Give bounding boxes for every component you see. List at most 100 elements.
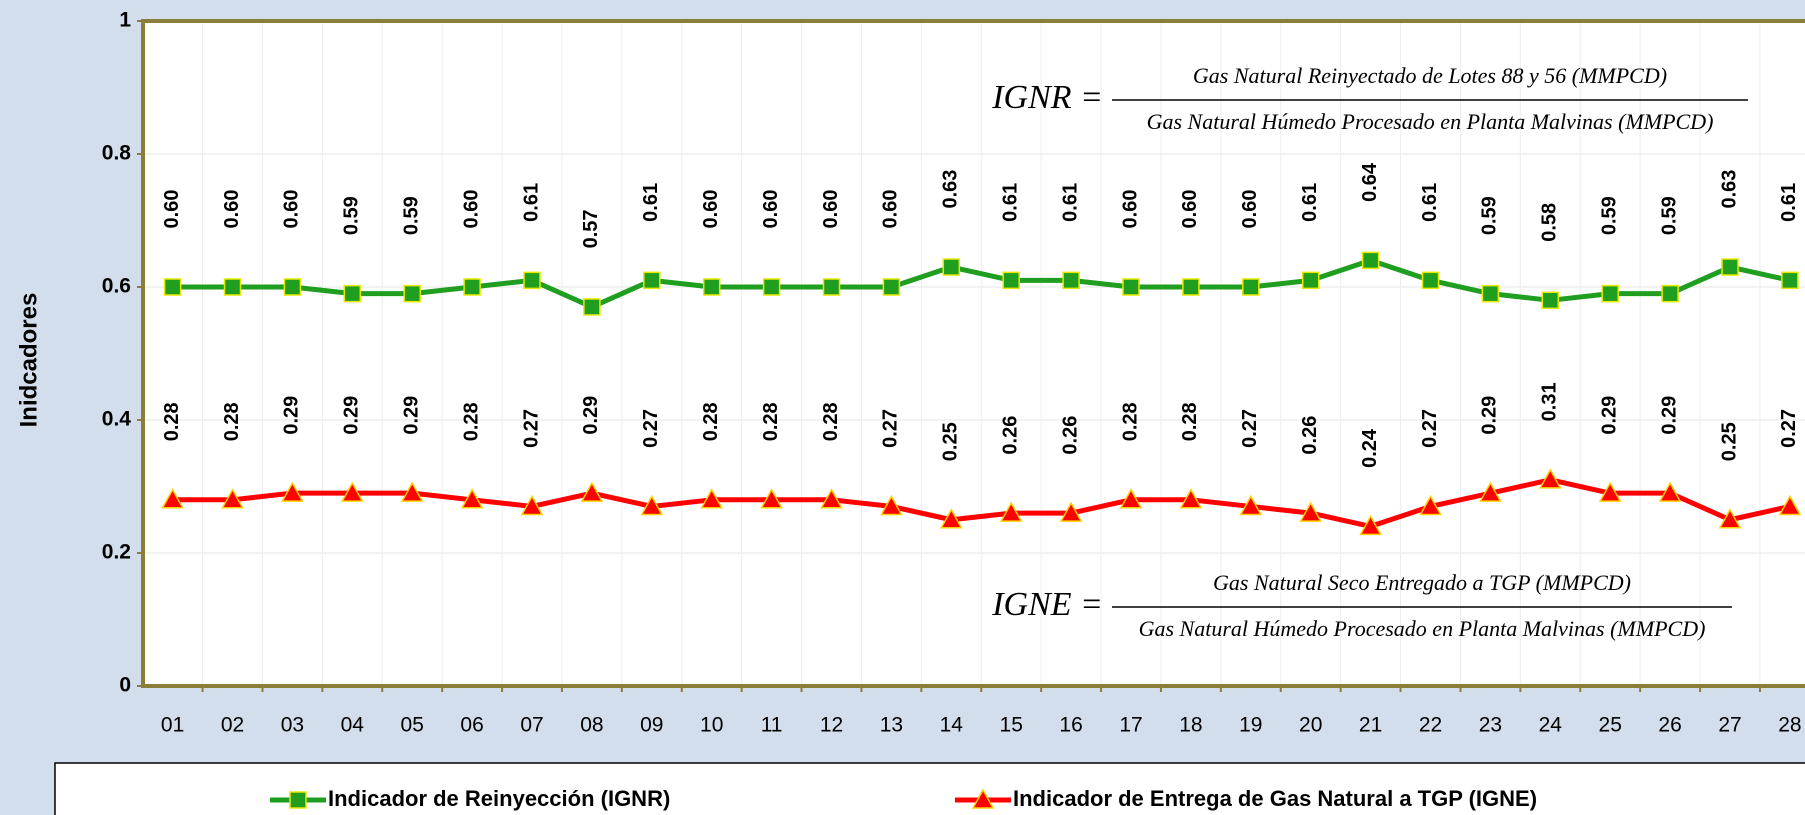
data-point bbox=[460, 488, 484, 509]
data-point bbox=[1002, 271, 1020, 290]
x-tick-label: 05 bbox=[401, 714, 424, 737]
value-label: 0.27 bbox=[640, 409, 662, 448]
series-line bbox=[172, 257, 1791, 310]
legend-label: Indicador de Reinyección (IGNR) bbox=[328, 786, 670, 811]
value-label: 0.25 bbox=[1718, 422, 1740, 461]
y-tick-label: 0.4 bbox=[102, 408, 132, 431]
value-label: 0.60 bbox=[281, 190, 303, 229]
data-point bbox=[1062, 271, 1080, 290]
value-label: 0.60 bbox=[221, 190, 243, 229]
value-label: 0.60 bbox=[820, 190, 842, 229]
data-point bbox=[1721, 258, 1739, 276]
data-point bbox=[283, 278, 302, 296]
data-point bbox=[1778, 494, 1802, 516]
plot-frame bbox=[141, 19, 1805, 688]
value-label: 0.26 bbox=[999, 416, 1021, 455]
value-label: 0.59 bbox=[1598, 196, 1620, 235]
data-point bbox=[1119, 488, 1143, 509]
value-label: 0.29 bbox=[580, 396, 602, 435]
x-tick-label: 14 bbox=[940, 714, 964, 737]
x-tick-label: 01 bbox=[161, 714, 184, 737]
data-point bbox=[760, 488, 783, 509]
value-label: 0.27 bbox=[1778, 409, 1800, 448]
value-label: 0.26 bbox=[1299, 416, 1321, 455]
value-label: 0.60 bbox=[1119, 190, 1141, 229]
value-label: 0.28 bbox=[700, 402, 722, 441]
data-point bbox=[523, 271, 541, 290]
data-point bbox=[1301, 271, 1320, 290]
value-label: 0.57 bbox=[580, 209, 602, 248]
data-point bbox=[400, 481, 424, 502]
data-point bbox=[583, 298, 601, 316]
x-tick-label: 18 bbox=[1179, 714, 1202, 737]
value-label: 0.60 bbox=[161, 190, 183, 229]
data-point bbox=[221, 488, 244, 509]
data-point bbox=[1601, 284, 1619, 303]
x-tick-label: 20 bbox=[1299, 714, 1322, 737]
x-tick-label: 03 bbox=[281, 714, 304, 737]
data-point bbox=[822, 278, 841, 296]
data-point bbox=[1361, 251, 1380, 270]
value-label: 0.29 bbox=[1658, 396, 1680, 435]
value-label: 0.61 bbox=[520, 183, 542, 222]
data-point bbox=[403, 284, 421, 303]
value-label: 0.28 bbox=[820, 402, 842, 441]
data-point bbox=[1182, 278, 1200, 296]
value-label: 0.64 bbox=[1359, 162, 1381, 202]
data-point bbox=[882, 278, 901, 296]
y-axis-label: Inidcadores bbox=[15, 293, 42, 428]
x-tick-label: 27 bbox=[1718, 714, 1741, 737]
x-tick-label: 02 bbox=[221, 714, 244, 737]
data-point bbox=[702, 278, 721, 296]
formula-denominator: Gas Natural Húmedo Procesado en Planta M… bbox=[1139, 616, 1706, 641]
data-point bbox=[1658, 481, 1682, 502]
value-label: 0.27 bbox=[1419, 409, 1441, 448]
value-label: 0.28 bbox=[1119, 402, 1141, 441]
value-label: 0.60 bbox=[1179, 190, 1201, 229]
value-label: 0.61 bbox=[1299, 183, 1321, 222]
value-label: 0.63 bbox=[940, 170, 962, 209]
data-point bbox=[643, 271, 661, 290]
value-label: 0.61 bbox=[1778, 183, 1800, 222]
data-point bbox=[1479, 481, 1502, 502]
x-tick-label: 11 bbox=[761, 714, 783, 737]
data-point bbox=[820, 488, 843, 509]
data-point bbox=[700, 488, 723, 509]
value-label: 0.61 bbox=[999, 183, 1021, 222]
value-label: 0.60 bbox=[760, 190, 782, 229]
x-tick-label: 16 bbox=[1059, 714, 1082, 737]
value-label: 0.31 bbox=[1539, 382, 1561, 421]
data-point bbox=[1359, 514, 1382, 536]
x-tick-label: 28 bbox=[1778, 714, 1801, 737]
value-label: 0.60 bbox=[1239, 190, 1261, 229]
data-point bbox=[1059, 501, 1083, 522]
value-label: 0.63 bbox=[1718, 170, 1740, 209]
x-tick-label: 23 bbox=[1479, 714, 1502, 737]
value-label: 0.61 bbox=[1419, 183, 1441, 222]
value-label: 0.25 bbox=[940, 422, 962, 461]
x-tick-label: 10 bbox=[700, 714, 723, 737]
value-label: 0.28 bbox=[221, 402, 243, 441]
y-tick-label: 0.8 bbox=[102, 142, 132, 165]
x-tick-label: 24 bbox=[1539, 714, 1563, 737]
x-tick-label: 21 bbox=[1359, 714, 1382, 737]
value-label: 0.61 bbox=[1059, 183, 1081, 222]
data-point bbox=[463, 278, 481, 296]
value-label: 0.29 bbox=[341, 396, 363, 435]
data-point bbox=[1661, 284, 1679, 303]
data-point bbox=[161, 488, 184, 509]
formula-label: IGNR = bbox=[991, 79, 1103, 116]
data-point bbox=[1242, 278, 1260, 296]
data-point bbox=[343, 284, 362, 303]
data-point bbox=[1541, 291, 1560, 310]
value-label: 0.59 bbox=[1479, 196, 1501, 235]
data-point bbox=[1481, 284, 1500, 303]
x-tick-label: 08 bbox=[580, 714, 603, 737]
y-tick-label: 0.2 bbox=[102, 541, 131, 564]
x-tick-label: 13 bbox=[880, 714, 903, 737]
data-point bbox=[163, 278, 182, 296]
value-label: 0.27 bbox=[520, 409, 542, 448]
legend-marker bbox=[971, 788, 995, 809]
value-label: 0.28 bbox=[460, 402, 482, 441]
data-point bbox=[281, 481, 304, 502]
